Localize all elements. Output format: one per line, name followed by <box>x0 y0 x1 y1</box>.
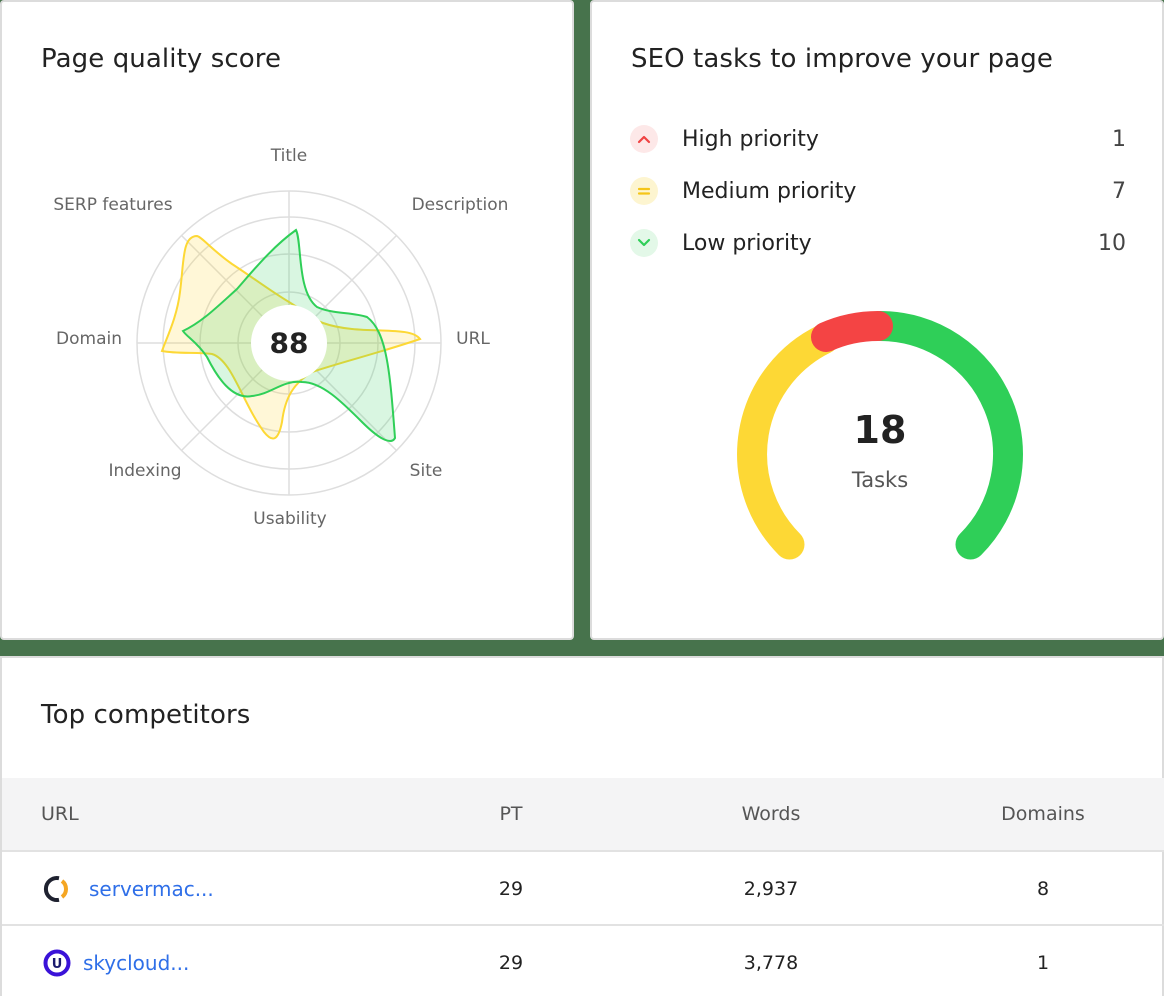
priority-count-high: 1 <box>1112 126 1126 152</box>
words-cell: 3,778 <box>743 952 799 974</box>
chevron-down-icon <box>630 229 658 257</box>
axis-label-serp-features: SERP features <box>53 195 173 215</box>
tasks-gauge <box>737 310 1023 560</box>
domains-cell: 8 <box>1036 878 1050 900</box>
axis-label-title: Title <box>270 146 308 166</box>
column-header-url[interactable]: URL <box>41 803 79 825</box>
priority-row-medium[interactable]: Medium priority 7 <box>630 171 1126 211</box>
priority-row-high[interactable]: High priority 1 <box>630 119 1126 159</box>
axis-label-site: Site <box>409 461 443 481</box>
priority-label-low: Low priority <box>682 230 812 256</box>
gauge-value: 18 <box>853 408 907 452</box>
competitor-link[interactable]: skycloud... <box>83 951 190 975</box>
words-cell: 2,937 <box>743 878 799 900</box>
axis-label-indexing: Indexing <box>108 461 182 481</box>
column-header-pt[interactable]: PT <box>499 803 523 825</box>
competitor-link[interactable]: servermac... <box>89 877 214 901</box>
axis-label-usability: Usability <box>253 509 327 529</box>
domains-cell: 1 <box>1036 952 1050 974</box>
table-row: servermac... 29 2,937 8 <box>2 854 1164 926</box>
table-row: U skycloud... 29 3,778 1 <box>2 928 1164 996</box>
chevron-up-icon <box>630 125 658 153</box>
axis-label-url: URL <box>456 329 490 349</box>
axis-label-description: Description <box>411 195 509 215</box>
url-cell: servermac... <box>43 875 214 903</box>
column-header-domains[interactable]: Domains <box>1001 803 1085 825</box>
seo-tasks-card: SEO tasks to improve your page High prio… <box>590 0 1164 640</box>
priority-row-low[interactable]: Low priority 10 <box>630 223 1126 263</box>
radar-center <box>251 305 327 381</box>
priority-label-high: High priority <box>682 126 819 152</box>
servermac-logo-icon <box>43 876 68 902</box>
url-cell: U skycloud... <box>43 949 189 977</box>
page-quality-title: Page quality score <box>41 44 282 74</box>
skycloud-logo-icon: U <box>43 949 71 977</box>
seo-tasks-title: SEO tasks to improve your page <box>631 44 1053 74</box>
gauge-segment-low <box>865 311 1023 560</box>
gauge-segment-medium <box>737 324 839 560</box>
pt-cell: 29 <box>498 952 524 974</box>
priority-count-medium: 7 <box>1112 178 1126 204</box>
equals-icon <box>630 177 658 205</box>
svg-text:U: U <box>52 957 63 972</box>
axis-label-domain: Domain <box>56 329 122 349</box>
top-competitors-title: Top competitors <box>41 700 251 730</box>
top-competitors-card: Top competitors URL PT Words Domains ser… <box>0 656 1164 996</box>
quality-score-value: 88 <box>269 326 309 360</box>
gauge-segment-high <box>811 310 893 352</box>
pt-cell: 29 <box>498 878 524 900</box>
page-quality-card: Page quality score 88 Title Description … <box>0 0 574 640</box>
priority-label-medium: Medium priority <box>682 178 857 204</box>
column-header-words[interactable]: Words <box>741 803 801 825</box>
radar-chart <box>136 190 442 496</box>
priority-count-low: 10 <box>1098 230 1126 256</box>
gauge-label: Tasks <box>851 468 909 492</box>
table-header: URL PT Words Domains <box>2 778 1164 852</box>
